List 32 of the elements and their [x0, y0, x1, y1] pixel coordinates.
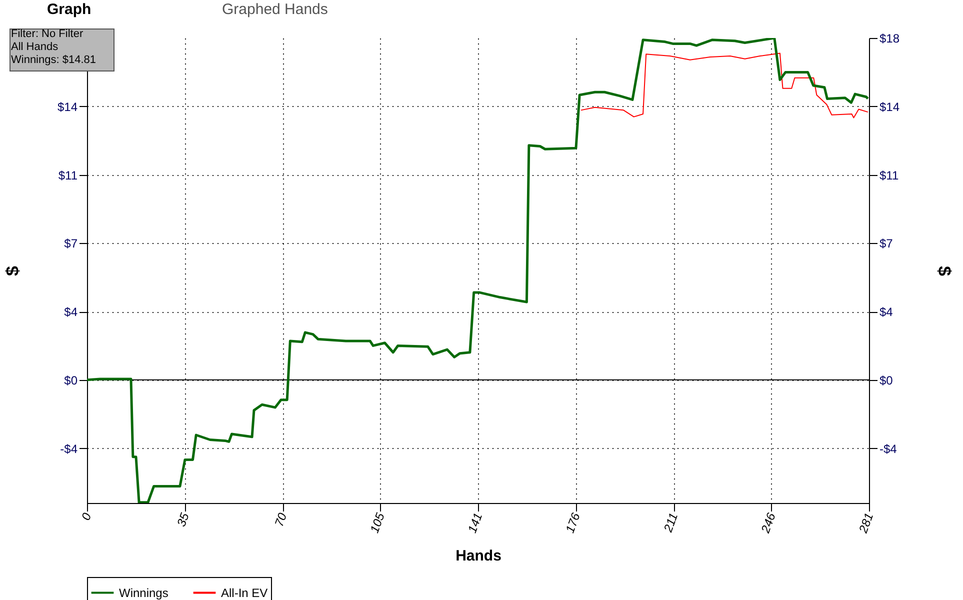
- text: Filter: No Filter: [11, 28, 84, 40]
- y-tick-label: -$4: [60, 442, 78, 456]
- y-tick-label: $11: [58, 168, 78, 182]
- y-tick-label: $14: [57, 100, 78, 114]
- y2-tick-label: $4: [880, 305, 894, 320]
- y2-tick-label: $18: [880, 32, 900, 46]
- y2-axis-title: $: [934, 266, 955, 276]
- y-tick-label: $7: [64, 236, 78, 251]
- x-tick-label: 70: [272, 510, 290, 528]
- y-tick-label: $0: [64, 373, 78, 388]
- x-axis-title: Hands: [456, 547, 502, 564]
- x-tick-label: 35: [174, 510, 192, 528]
- legend-label: All-In EV: [221, 586, 268, 600]
- y-tick-label: $4: [64, 305, 78, 320]
- x-tick-label: 211: [660, 511, 681, 535]
- y-axis-title: $: [2, 266, 22, 276]
- annotation: Winnings: $14.81: [11, 54, 96, 66]
- y2-tick-label: $7: [880, 236, 894, 251]
- x-tick-label: 141: [465, 511, 486, 535]
- x-tick-label: 0: [78, 510, 94, 522]
- x-tick-label: 105: [367, 510, 388, 535]
- text: Graphed Hands: [222, 1, 328, 18]
- y2-tick-label: $11: [880, 168, 899, 182]
- x-tick-label: 176: [562, 510, 583, 535]
- y2-tick-label: $0: [880, 373, 894, 388]
- text: Graph: [47, 1, 92, 18]
- text: All Hands: [11, 41, 59, 53]
- y2-tick-label: -$4: [880, 442, 898, 456]
- x-tick-label: 281: [856, 511, 876, 536]
- y2-tick-label: $14: [880, 100, 900, 114]
- legend-label: Winnings: [119, 586, 168, 600]
- x-tick-label: 246: [758, 510, 778, 536]
